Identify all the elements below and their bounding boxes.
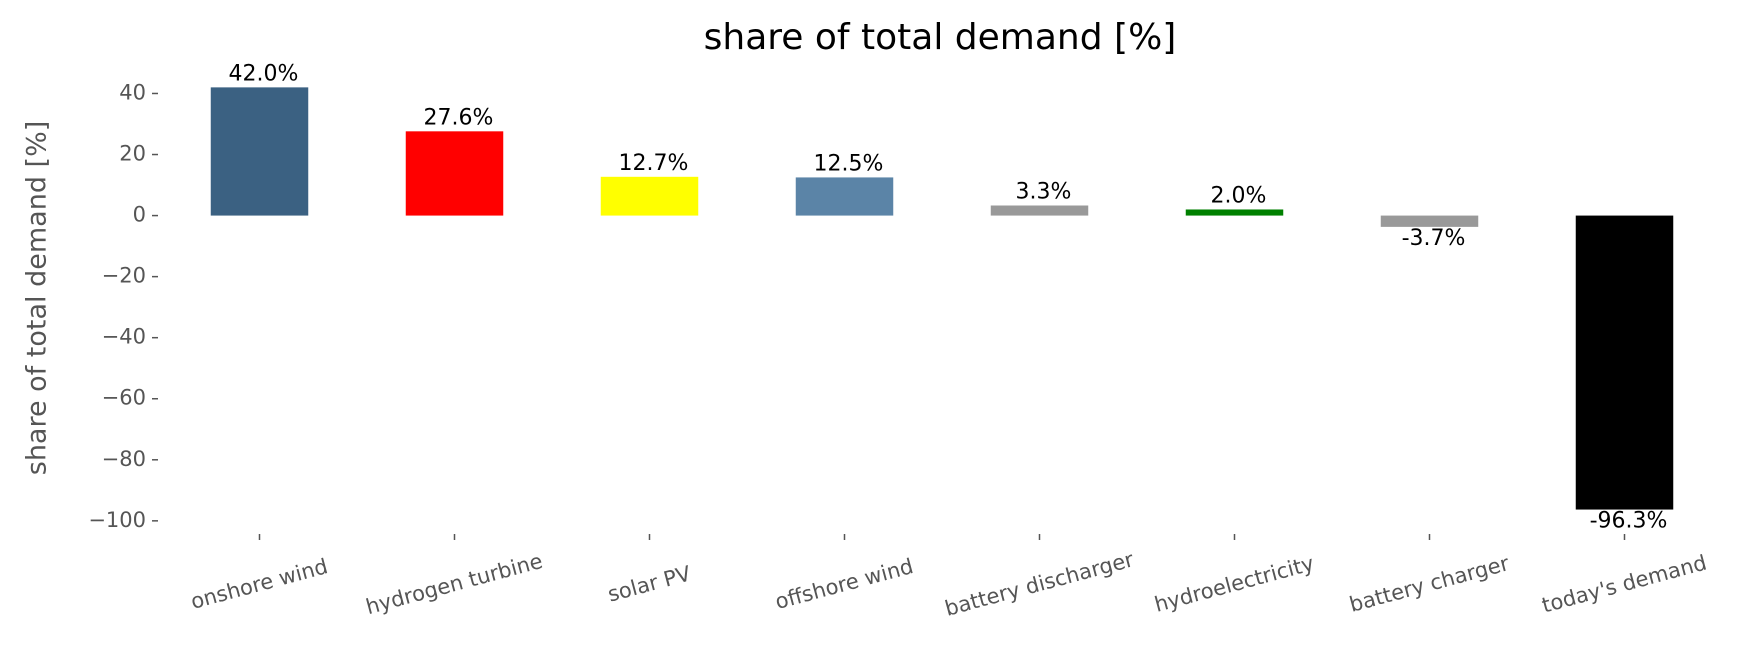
y-tick-label: 20 — [119, 142, 146, 166]
bar — [795, 177, 894, 216]
y-tick-label: 0 — [133, 203, 146, 227]
x-tick-label: onshore wind — [188, 554, 330, 614]
y-tick-label: −60 — [102, 386, 146, 410]
bar — [1380, 215, 1479, 227]
y-tick-label: −20 — [102, 264, 146, 288]
bar — [1575, 215, 1674, 510]
bar — [1185, 209, 1284, 216]
value-label: 2.0% — [1211, 183, 1267, 208]
chart-title: share of total demand [%] — [704, 17, 1177, 58]
x-tick-label: hydroelectricity — [1152, 551, 1317, 617]
x-tick-label: battery discharger — [942, 547, 1136, 621]
value-label: 3.3% — [1016, 180, 1072, 205]
value-label: 27.6% — [424, 105, 494, 130]
x-tick-label: battery charger — [1347, 551, 1512, 617]
y-tick-label: −40 — [102, 325, 146, 349]
y-tick-label: −100 — [88, 508, 146, 532]
bar — [210, 87, 309, 216]
value-label: 42.0% — [229, 61, 299, 86]
x-tick-label: today's demand — [1539, 551, 1709, 618]
bar — [405, 131, 504, 216]
value-label: -3.7% — [1402, 226, 1466, 251]
x-tick-label: offshore wind — [773, 554, 916, 614]
x-tick-label: hydrogen turbine — [363, 549, 545, 619]
y-tick-label: −80 — [102, 447, 146, 471]
bar — [600, 176, 699, 216]
value-label: 12.7% — [619, 151, 689, 176]
x-tick-label: solar PV — [605, 561, 694, 606]
y-axis-label: share of total demand [%] — [22, 121, 53, 476]
value-label: -96.3% — [1590, 509, 1668, 534]
value-label: 12.5% — [814, 151, 884, 176]
y-tick-label: 40 — [119, 80, 146, 104]
bar — [990, 205, 1089, 216]
